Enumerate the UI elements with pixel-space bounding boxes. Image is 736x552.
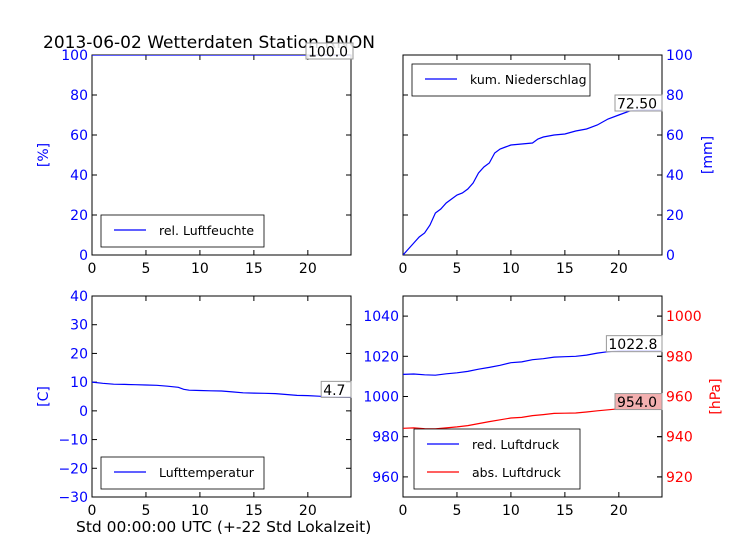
- x-tick-label: 0: [399, 261, 408, 277]
- panel-bottom-right: 0 5 10 15 20 960 980 1000 1020 1040 920 940 960 980 10…: [363, 295, 724, 519]
- y-tick-label: 80: [70, 88, 88, 104]
- x-tick-label: 10: [502, 503, 520, 519]
- y-axis-label: [mm]: [700, 136, 716, 174]
- y-tick-label: 1000: [363, 390, 399, 406]
- y2-tick-label: 920: [666, 470, 693, 486]
- x-tick-label: 10: [191, 261, 209, 277]
- y2-tick-label: 960: [666, 390, 693, 406]
- panel-top-left: 0 5 10 15 20 0 20 40 60 80 100 [%] 100.0 rel. Luftfeu…: [36, 42, 354, 277]
- y2-axis-label: [hPa]: [708, 378, 724, 414]
- value-box-label: 100.0: [308, 45, 348, 61]
- x-tick-label: 20: [299, 261, 317, 277]
- y-tick-label: 40: [666, 168, 684, 184]
- x-tick-label: 15: [245, 261, 263, 277]
- x-tick-label: 5: [141, 503, 150, 519]
- x-tick-label: 20: [299, 503, 317, 519]
- y-tick-label: 100: [666, 48, 693, 64]
- series-group: [92, 381, 351, 398]
- y-tick-label: 10: [70, 375, 88, 391]
- y-tick-label: −20: [58, 461, 88, 477]
- value-box: [320, 380, 352, 398]
- y-tick-label: 60: [70, 128, 88, 144]
- y-tick-label: 30: [70, 318, 88, 334]
- y-tick-label: 40: [70, 168, 88, 184]
- legend-frame: [411, 63, 591, 97]
- x-tick-label: 5: [452, 503, 461, 519]
- x-tick-label: 15: [245, 503, 263, 519]
- legend-frame: [413, 428, 581, 490]
- plot-frame: [402, 54, 663, 256]
- panel-top-right: 0 5 10 15 20 0 20 40 60 80 100 [mm] 72.50 kum. Nieder…: [399, 48, 716, 277]
- y-tick-label: 1020: [363, 349, 399, 365]
- series-line: [403, 408, 662, 430]
- x-tick-label: 20: [610, 261, 628, 277]
- y2-tick-label: 1000: [666, 309, 702, 325]
- y-axis-label: [%]: [36, 143, 52, 167]
- y-tick-label: 100: [61, 48, 88, 64]
- y-tick-label: 60: [666, 128, 684, 144]
- legend-entry-label: red. Luftdruck: [472, 437, 560, 452]
- x-tick-label: 20: [610, 503, 628, 519]
- value-box-label: 954.0: [617, 395, 657, 411]
- value-box: [614, 393, 663, 411]
- x-tick-label: 15: [556, 503, 574, 519]
- series-line: [92, 381, 351, 398]
- x-tick-label: 10: [502, 261, 520, 277]
- value-box: [305, 42, 354, 60]
- legend: kum. Niederschlag: [411, 63, 591, 97]
- y-tick-label: 80: [666, 88, 684, 104]
- legend-entry-label: rel. Luftfeuchte: [159, 223, 254, 238]
- y-tick-label: 980: [372, 430, 399, 446]
- legend: red. Luftdruck abs. Luftdruck: [413, 428, 581, 490]
- y-tick-label: 20: [70, 208, 88, 224]
- x-tick-label: 0: [399, 503, 408, 519]
- x-axis-label: Std 00:00:00 UTC (+-22 Std Lokalzeit): [76, 518, 371, 536]
- y-tick-label: 1040: [363, 309, 399, 325]
- x-tick-label: 0: [88, 261, 97, 277]
- legend-entry-label: kum. Niederschlag: [470, 72, 587, 87]
- y-tick-label: 20: [666, 208, 684, 224]
- series-group: [403, 109, 662, 255]
- series-group: [403, 350, 662, 430]
- series-line: [403, 350, 662, 376]
- y-tick-label: 0: [666, 248, 675, 264]
- y-tick-label: 20: [70, 346, 88, 362]
- x-tick-label: 0: [88, 503, 97, 519]
- y-axis-label: [C]: [36, 386, 52, 407]
- value-box-label: 72.50: [617, 97, 657, 113]
- legend-frame: [100, 456, 265, 490]
- legend-entry-label: Lufttemperatur: [159, 465, 255, 480]
- y2-tick-label: 940: [666, 430, 693, 446]
- x-tick-label: 15: [556, 261, 574, 277]
- y-tick-label: −30: [58, 490, 88, 506]
- legend: Lufttemperatur: [100, 456, 265, 490]
- y-tick-label: 40: [70, 289, 88, 305]
- chart-title: 2013-06-02 Wetterdaten Station RNON: [43, 33, 375, 53]
- legend-frame: [100, 214, 265, 248]
- y-tick-label: 0: [79, 404, 88, 420]
- value-box: [605, 335, 663, 353]
- value-box-label: 1022.8: [608, 337, 657, 353]
- value-box: [614, 94, 663, 112]
- x-tick-label: 5: [452, 261, 461, 277]
- x-tick-label: 10: [191, 503, 209, 519]
- y-tick-label: 0: [79, 248, 88, 264]
- y2-tick-label: 980: [666, 349, 693, 365]
- y-tick-label: −10: [58, 433, 88, 449]
- panel-bottom-left: 0 5 10 15 20 −30 −20 −10 0 10 20 30 40 [C] 4.7 Lufttemp…: [36, 289, 352, 519]
- value-box-label: 4.7: [323, 383, 345, 399]
- legend: rel. Luftfeuchte: [100, 214, 265, 248]
- series-line: [403, 109, 662, 255]
- y-tick-label: 960: [372, 470, 399, 486]
- legend-entry-label: abs. Luftdruck: [472, 465, 562, 480]
- x-tick-label: 5: [141, 261, 150, 277]
